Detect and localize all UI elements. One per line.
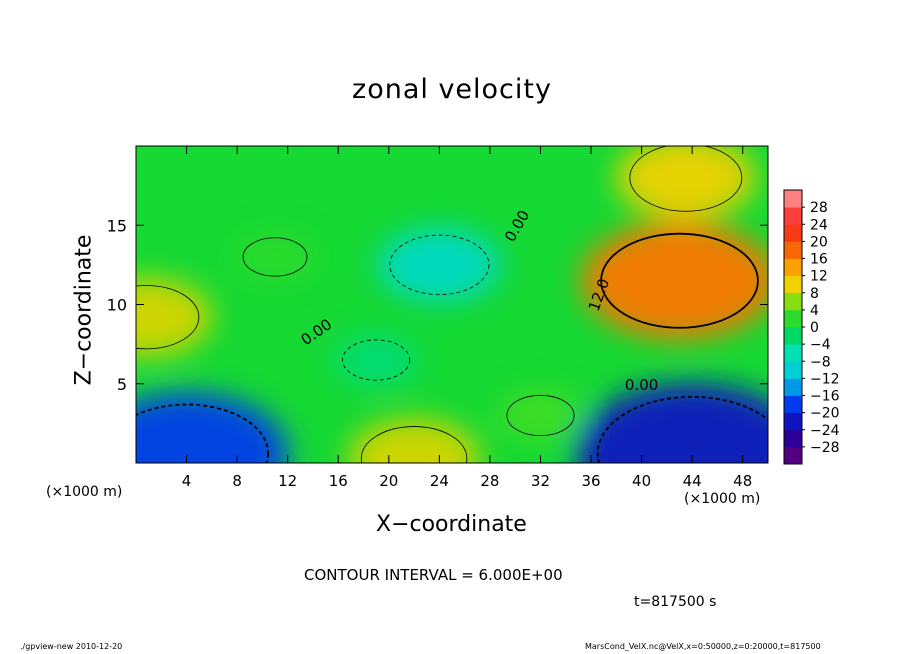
colorbar-label-7: 0 <box>810 320 819 336</box>
contour-line-3 <box>360 426 468 463</box>
x-tick-label-6: 28 <box>480 472 499 490</box>
field-feature-8 <box>235 232 316 281</box>
field-feature-5 <box>334 334 419 386</box>
x-tick-label-2: 12 <box>278 472 297 490</box>
colorbar-band-10 <box>784 275 802 294</box>
colorbar-band-15 <box>784 190 802 208</box>
field-feature-3 <box>348 418 481 463</box>
contour-line-8 <box>242 237 308 277</box>
x-unit-label-right: (×1000 m) <box>684 491 761 507</box>
y-tick-label-2: 15 <box>107 216 127 235</box>
colorbar-label-1: 24 <box>810 217 828 233</box>
contour-line-1 <box>629 146 743 212</box>
x-tick-label-5: 24 <box>430 472 449 490</box>
x-tick-label-10: 44 <box>683 472 702 490</box>
y-tick-label-0: 5 <box>117 375 127 394</box>
footer-program-date: ./gpview-new 2010-12-20 <box>20 642 123 651</box>
colorbar-band-7 <box>784 327 802 345</box>
colorbar-band-1 <box>784 429 802 448</box>
field-feature-6 <box>136 392 289 463</box>
footer-data-source: MarsCond_VelX.nc@VelX,x=0:50000,z=0:2000… <box>585 642 821 651</box>
field-feature-0 <box>581 221 768 340</box>
colorbar-label-0: 28 <box>810 200 828 216</box>
colorbar-band-5 <box>784 361 802 379</box>
colorbar-label-12: −20 <box>810 406 840 422</box>
colorbar-label-3: 16 <box>810 252 828 268</box>
x-tick-label-1: 8 <box>232 472 242 490</box>
velocity-field <box>136 146 768 463</box>
x-tick-label-9: 40 <box>632 472 651 490</box>
colorbar-band-4 <box>784 378 802 396</box>
x-unit-label-left: (×1000 m) <box>46 484 123 500</box>
y-tick-label-1: 10 <box>107 296 127 315</box>
x-tick-label-0: 4 <box>182 472 192 490</box>
colorbar-label-10: −12 <box>810 371 840 387</box>
colorbar-band-3 <box>784 395 802 414</box>
colorbar-band-12 <box>784 241 802 259</box>
contour-line-4 <box>389 234 490 296</box>
contour-label-3: 0.00 <box>625 376 658 394</box>
field-feature-4 <box>377 227 502 303</box>
contour-line-6 <box>136 403 270 463</box>
colorbar-band-9 <box>784 292 802 311</box>
time-label: t=817500 s <box>634 594 717 610</box>
colorbar-label-2: 20 <box>810 234 828 250</box>
x-tick-label-7: 32 <box>531 472 550 490</box>
contour-interval-label: CONTOUR INTERVAL = 6.000E+00 <box>304 566 563 584</box>
field-feature-9 <box>498 390 583 441</box>
field-feature-2 <box>136 277 213 357</box>
colorbar-band-8 <box>784 309 802 328</box>
x-tick-label-4: 20 <box>379 472 398 490</box>
contour-line-9 <box>506 394 575 437</box>
colorbar-label-6: 4 <box>810 303 819 319</box>
colorbar-band-6 <box>784 344 802 362</box>
contour-line-7 <box>596 395 768 463</box>
contour-line-0 <box>600 232 759 329</box>
colorbar-band-0 <box>784 446 802 465</box>
chart-title: zonal velocity <box>352 74 552 105</box>
colorbar-label-14: −28 <box>810 440 840 456</box>
colorbar-label-13: −24 <box>810 423 840 439</box>
colorbar-band-14 <box>784 207 802 225</box>
colorbar-label-11: −16 <box>810 389 840 405</box>
field-feature-1 <box>615 146 756 220</box>
x-tick-label-11: 48 <box>733 472 752 490</box>
contour-line-2 <box>136 285 200 350</box>
x-axis-label: X−coordinate <box>376 512 527 537</box>
contour-line-5 <box>342 339 411 381</box>
colorbar-band-13 <box>784 224 802 242</box>
field-feature-7 <box>574 382 768 463</box>
colorbar-label-9: −8 <box>810 354 831 370</box>
colorbar-label-4: 12 <box>810 269 828 285</box>
colorbar-band-2 <box>784 412 802 431</box>
colorbar-band-11 <box>784 258 802 277</box>
colorbar-label-8: −4 <box>810 337 831 353</box>
x-tick-label-3: 16 <box>329 472 348 490</box>
colorbar-label-5: 8 <box>810 286 819 302</box>
x-tick-label-8: 36 <box>581 472 600 490</box>
